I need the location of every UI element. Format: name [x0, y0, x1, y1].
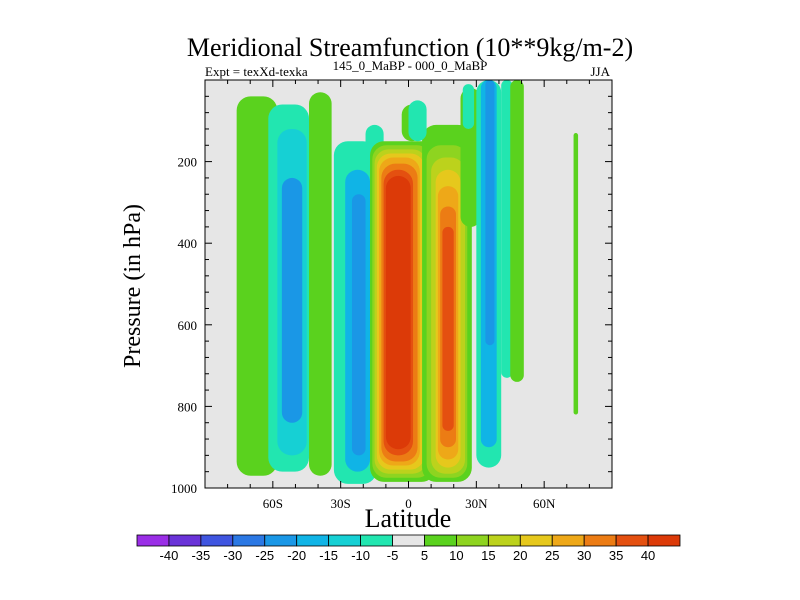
colorbar-label: 5	[421, 548, 428, 563]
colorbar-label: -35	[191, 548, 210, 563]
y-tick-label: 400	[178, 236, 198, 251]
colorbar-swatch	[328, 534, 361, 547]
contour-region-nh-cell-core	[442, 226, 454, 431]
colorbar-swatch	[136, 534, 170, 547]
colorbar-swatch	[392, 534, 425, 547]
colorbar-label: -20	[287, 548, 306, 563]
colorbar-swatch	[583, 534, 617, 547]
colorbar-label: -25	[255, 548, 274, 563]
colorbar-label: -5	[387, 548, 399, 563]
colorbar-label: -30	[223, 548, 242, 563]
colorbar-label: 35	[609, 548, 623, 563]
colorbar-swatch	[615, 534, 649, 547]
contour-region-nh-high-green	[573, 133, 579, 415]
colorbar-label: 30	[577, 548, 591, 563]
colorbar-swatch	[200, 534, 234, 547]
colorbar-swatch	[456, 534, 489, 547]
y-tick-label: 1000	[171, 481, 197, 496]
y-axis-label: Pressure (in hPa)	[120, 204, 146, 368]
contour-region-sh-subtropic-core	[351, 194, 366, 456]
contour-region-cyan-strip-top-center	[408, 100, 427, 142]
plot-area	[204, 79, 613, 489]
colorbar-swatch	[424, 534, 457, 547]
chart-subtitle-right: JJA	[590, 64, 610, 79]
colorbar: -40 -35 -30 -25 -20 -15 -10 -5 5 10 15 20 25 30 35 40	[136, 534, 681, 563]
colorbar-swatch	[647, 534, 681, 547]
y-tick-label: 800	[178, 399, 198, 414]
chart-subtitle-left: Expt = texXd-texka	[205, 64, 308, 79]
colorbar-label: 25	[545, 548, 559, 563]
colorbar-swatch	[487, 534, 521, 547]
x-tick-label: 0	[405, 496, 412, 511]
colorbar-label: 20	[513, 548, 527, 563]
chart-subtitle-center: 145_0_MaBP - 000_0_MaBP	[333, 58, 488, 73]
colorbar-label: 10	[449, 548, 463, 563]
colorbar-swatch	[168, 534, 202, 547]
colorbar-label: 15	[481, 548, 495, 563]
x-axis-label: Latitude	[365, 504, 452, 533]
colorbar-label: -40	[160, 548, 179, 563]
y-axis: 200 400 600 800 1000	[171, 95, 612, 496]
contour-region-sh-polar-band	[236, 96, 278, 476]
y-tick-label: 600	[178, 318, 198, 333]
contour-region-cyan-top-north	[462, 84, 475, 129]
colorbar-swatch	[360, 534, 393, 547]
x-tick-label: 60S	[263, 496, 283, 511]
chart-title: Meridional Streamfunction (10**9kg/m-2)	[187, 33, 633, 62]
contour-region-nh-cyan-strip-2	[501, 80, 513, 378]
contour-region-sh-green-band	[309, 92, 332, 476]
colorbar-label: -15	[319, 548, 338, 563]
x-tick-label: 30N	[465, 496, 488, 511]
colorbar-swatch	[232, 534, 266, 547]
x-tick-label: 60N	[533, 496, 556, 511]
contour-region-nh-strip-core	[485, 80, 495, 346]
colorbar-label: 40	[641, 548, 655, 563]
contour-region-hadley-cell-core	[385, 175, 411, 450]
x-axis: 60S 30S 0 30N 60N	[227, 80, 590, 511]
contour-region-sh-ferrel-core	[281, 177, 303, 423]
colorbar-label: -10	[351, 548, 370, 563]
x-tick-label: 30S	[331, 496, 351, 511]
colorbar-swatch	[519, 534, 553, 547]
colorbar-swatch	[296, 534, 330, 547]
contour-region-nh-green-strip-45	[510, 80, 524, 382]
y-tick-label: 200	[178, 155, 198, 170]
colorbar-swatch	[264, 534, 298, 547]
colorbar-swatch	[551, 534, 585, 547]
